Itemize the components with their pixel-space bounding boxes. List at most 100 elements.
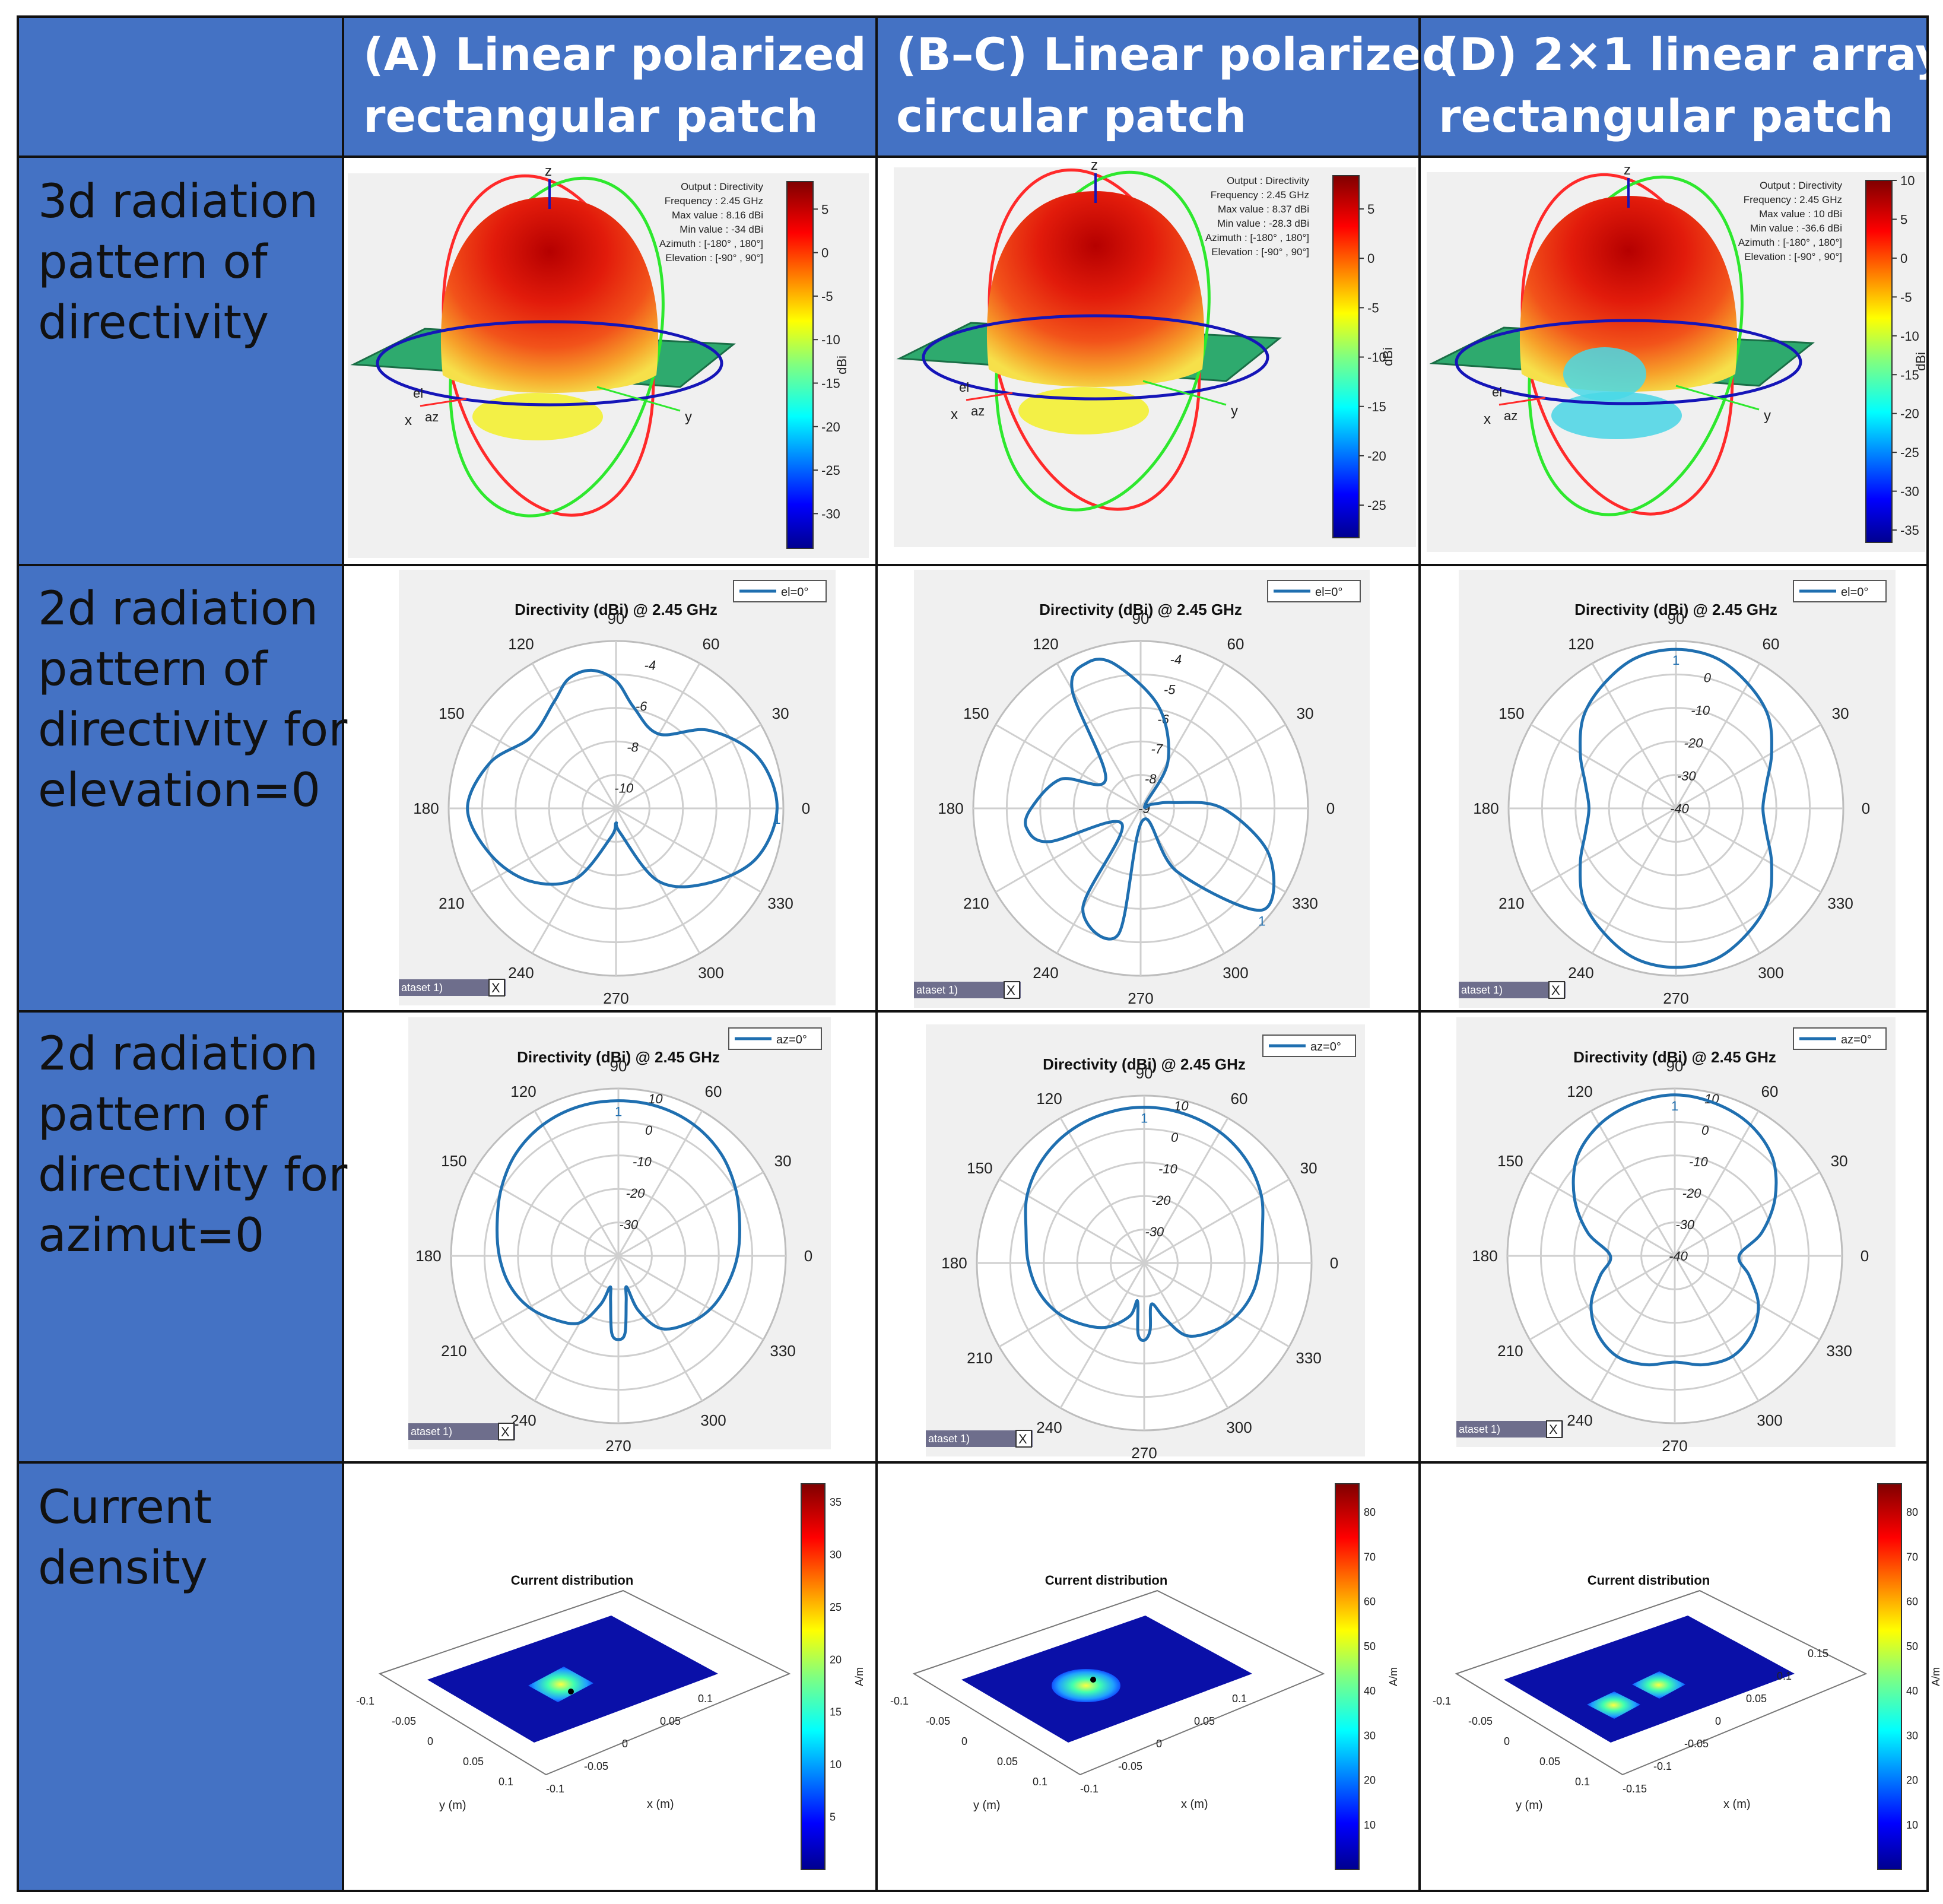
axis-label-x: x (1484, 411, 1491, 427)
info-line: Min value : -36.6 dBi (1750, 223, 1842, 234)
angle-tick: 180 (415, 1247, 441, 1265)
colorbar-tick-label: -20 (821, 420, 840, 434)
datatip-close-icon: X (1551, 983, 1560, 998)
colorbar-tick-label: 5 (1367, 202, 1374, 217)
legend-label: az=0° (1841, 1033, 1872, 1046)
axis-label-y: y (1764, 408, 1771, 424)
legend-label: az=0° (1310, 1040, 1341, 1053)
axis-arrow-y (596, 386, 681, 412)
angle-tick: 30 (774, 1152, 792, 1170)
y-tick: 0 (427, 1735, 433, 1747)
axis-arrow-y (1675, 385, 1760, 411)
angle-tick: 0 (1861, 1247, 1869, 1265)
angle-tick: 120 (1036, 1090, 1062, 1108)
datatip-close (1548, 981, 1565, 999)
datatip-close (488, 979, 505, 997)
current-b: Current distribution y (m) x (m) -0.1 -0.05 0… (890, 1483, 1399, 1870)
angle-tick: 270 (1131, 1444, 1157, 1462)
axis-arrow-y (1142, 380, 1227, 406)
svg-text:(D) 2×1 linear array: (D) 2×1 linear array (1439, 28, 1943, 81)
angle-tick: 240 (1568, 964, 1593, 982)
info-line: Elevation : [-90° , 90°] (1744, 251, 1842, 262)
polar-spoke (1144, 1178, 1290, 1264)
colorbar-tick-label: -25 (821, 463, 840, 478)
angle-tick: 0 (1326, 799, 1335, 817)
datatip-label: ataset 1) (1461, 984, 1503, 996)
angle-tick: 120 (508, 635, 534, 653)
heat-title: Current distribution (1045, 1573, 1168, 1588)
header-a: (A) Linear polarized rectangular patch (363, 28, 866, 142)
x-tick: 0.05 (1746, 1693, 1767, 1705)
polar-spoke (615, 663, 701, 809)
axes-box (912, 1589, 1325, 1776)
colorbar-tick-label: -30 (821, 506, 840, 521)
x-tick: 0.05 (660, 1715, 681, 1727)
colorbar-tick-label: -25 (1367, 498, 1386, 513)
polar-spoke (1591, 808, 1677, 954)
colorbar (801, 1483, 826, 1870)
colorbar-tick-label: 30 (1906, 1730, 1918, 1741)
x-tick: -0.1 (1653, 1760, 1672, 1772)
polar-spoke (1140, 807, 1286, 893)
radial-tick: -10 (1689, 1154, 1709, 1169)
x-axis-label: x (m) (1723, 1798, 1751, 1811)
datatip-box (1459, 982, 1566, 998)
colorbar (1865, 180, 1893, 543)
angle-tick: 210 (1498, 894, 1524, 912)
polar-spoke (615, 807, 761, 893)
directivity-curve (1024, 1105, 1265, 1342)
patch-current-1 (1587, 1692, 1640, 1719)
angle-tick: 120 (510, 1083, 536, 1100)
header-d: (D) 2×1 linear array rectangular patch (1439, 28, 1943, 142)
colorbar-tick-label: -30 (1900, 484, 1919, 499)
datatip-box (408, 1423, 515, 1440)
radial-tick: -5 (1164, 682, 1176, 697)
y-axis-label: y (m) (1516, 1799, 1543, 1812)
polar-spoke (1675, 808, 1761, 954)
data-marker: 1 (1141, 1111, 1148, 1126)
info-line: Frequency : 2.45 GHz (1744, 194, 1842, 205)
x-tick: -0.05 (1684, 1738, 1709, 1750)
row-label-elevation: 2d radiation pattern of directivity for … (38, 582, 348, 817)
svg-text:3d radiation: 3d radiation (38, 175, 318, 229)
angle-tick: 150 (1497, 1152, 1523, 1170)
radial-tick: -6 (636, 699, 647, 714)
y-tick: 0.1 (499, 1776, 513, 1788)
svg-text:(B–C) Linear polarized: (B–C) Linear polarized (896, 28, 1455, 81)
colorbar-tick-label: -10 (1367, 350, 1386, 365)
colorbar (1332, 175, 1360, 538)
x-tick: 0.15 (1808, 1648, 1828, 1659)
colorbar-tick-label: 40 (1364, 1685, 1376, 1697)
angle-tick: 210 (967, 1349, 992, 1367)
current-a: Current distribution y (m) x (m) -0.1 -0.05 0… (356, 1483, 865, 1870)
y-tick: -0.05 (1468, 1715, 1493, 1727)
angle-tick: 150 (967, 1159, 992, 1177)
polar-title: Directivity (dBi) @ 2.45 GHz (1043, 1055, 1246, 1073)
colorbar-tick-label: 40 (1906, 1685, 1918, 1697)
x-tick: 0.05 (1194, 1715, 1215, 1727)
legend-box (1793, 580, 1887, 602)
radial-tick: -30 (1145, 1224, 1164, 1239)
polar-spoke (471, 723, 617, 810)
polar-spoke (1591, 663, 1677, 809)
polar-spoke (534, 1110, 620, 1256)
polar-spoke (1139, 663, 1226, 809)
data-marker: 1 (1258, 913, 1265, 928)
info-line: Elevation : [-90° , 90°] (1211, 246, 1309, 258)
datatip-box (914, 982, 1021, 998)
legend-label: el=0° (1315, 586, 1342, 599)
back-lobe (1018, 387, 1149, 434)
legend-box (733, 580, 827, 602)
y-tick: -0.1 (356, 1695, 374, 1707)
info-line: Output : Directivity (681, 181, 763, 192)
angle-tick: 330 (770, 1342, 795, 1360)
label-column (18, 157, 343, 1891)
y-tick: 0.05 (997, 1756, 1018, 1767)
axis-label-y: y (1231, 403, 1238, 419)
colorbar-label: A/m (853, 1667, 865, 1686)
colorbar-tick-label: 0 (1367, 251, 1374, 266)
angle-tick: 150 (441, 1152, 466, 1170)
polar-title: Directivity (dBi) @ 2.45 GHz (515, 601, 717, 618)
y-tick: -0.05 (926, 1715, 950, 1727)
